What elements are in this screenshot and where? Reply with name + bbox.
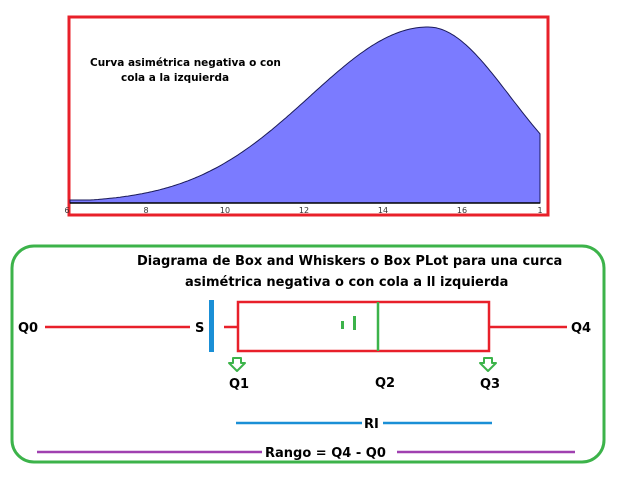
curve-tick-label: 6 — [64, 206, 69, 215]
label-s: S — [195, 321, 204, 336]
curve-note-line1: Curva asimétrica negativa o con — [90, 57, 281, 69]
boxplot-title-line1: Diagrama de Box and Whiskers o Box PLot … — [137, 254, 562, 269]
curve-tick-label: 14 — [378, 206, 388, 215]
s-marker — [209, 300, 214, 352]
skewed-curve-panel: 6 8 10 12 14 16 1 Curva asimétrica negativa o … — [64, 15, 550, 217]
interquartile-box — [236, 300, 491, 353]
boxplot-panel-frame — [10, 244, 606, 464]
curve-tick-label: 8 — [143, 206, 148, 215]
label-q2: Q2 — [375, 376, 395, 391]
label-q4: Q4 — [571, 321, 591, 336]
label-q0: Q0 — [18, 321, 38, 336]
q1-arrow-icon — [228, 357, 246, 372]
label-ri: RI — [364, 417, 379, 432]
mean-mark-bar — [353, 316, 356, 330]
label-q3: Q3 — [480, 377, 500, 392]
mean-mark-dot — [341, 321, 344, 329]
curve-tick-label: 12 — [299, 206, 309, 215]
boxplot-title-line2: asimétrica negativa o con cola a ll izqu… — [185, 275, 508, 290]
curve-tick-label: 1 — [537, 206, 542, 215]
q3-arrow-icon — [479, 357, 497, 372]
skewed-curve-area — [69, 26, 541, 204]
curve-x-ticks: 6 8 10 12 14 16 1 — [64, 206, 542, 215]
label-rango: Rango = Q4 - Q0 — [265, 446, 386, 461]
curve-tick-label: 10 — [220, 206, 230, 215]
curve-note-line2: cola a la izquierda — [121, 72, 229, 84]
boxplot-panel: Diagrama de Box and Whiskers o Box PLot … — [10, 244, 606, 464]
label-q1: Q1 — [229, 377, 249, 392]
curve-tick-label: 16 — [457, 206, 467, 215]
